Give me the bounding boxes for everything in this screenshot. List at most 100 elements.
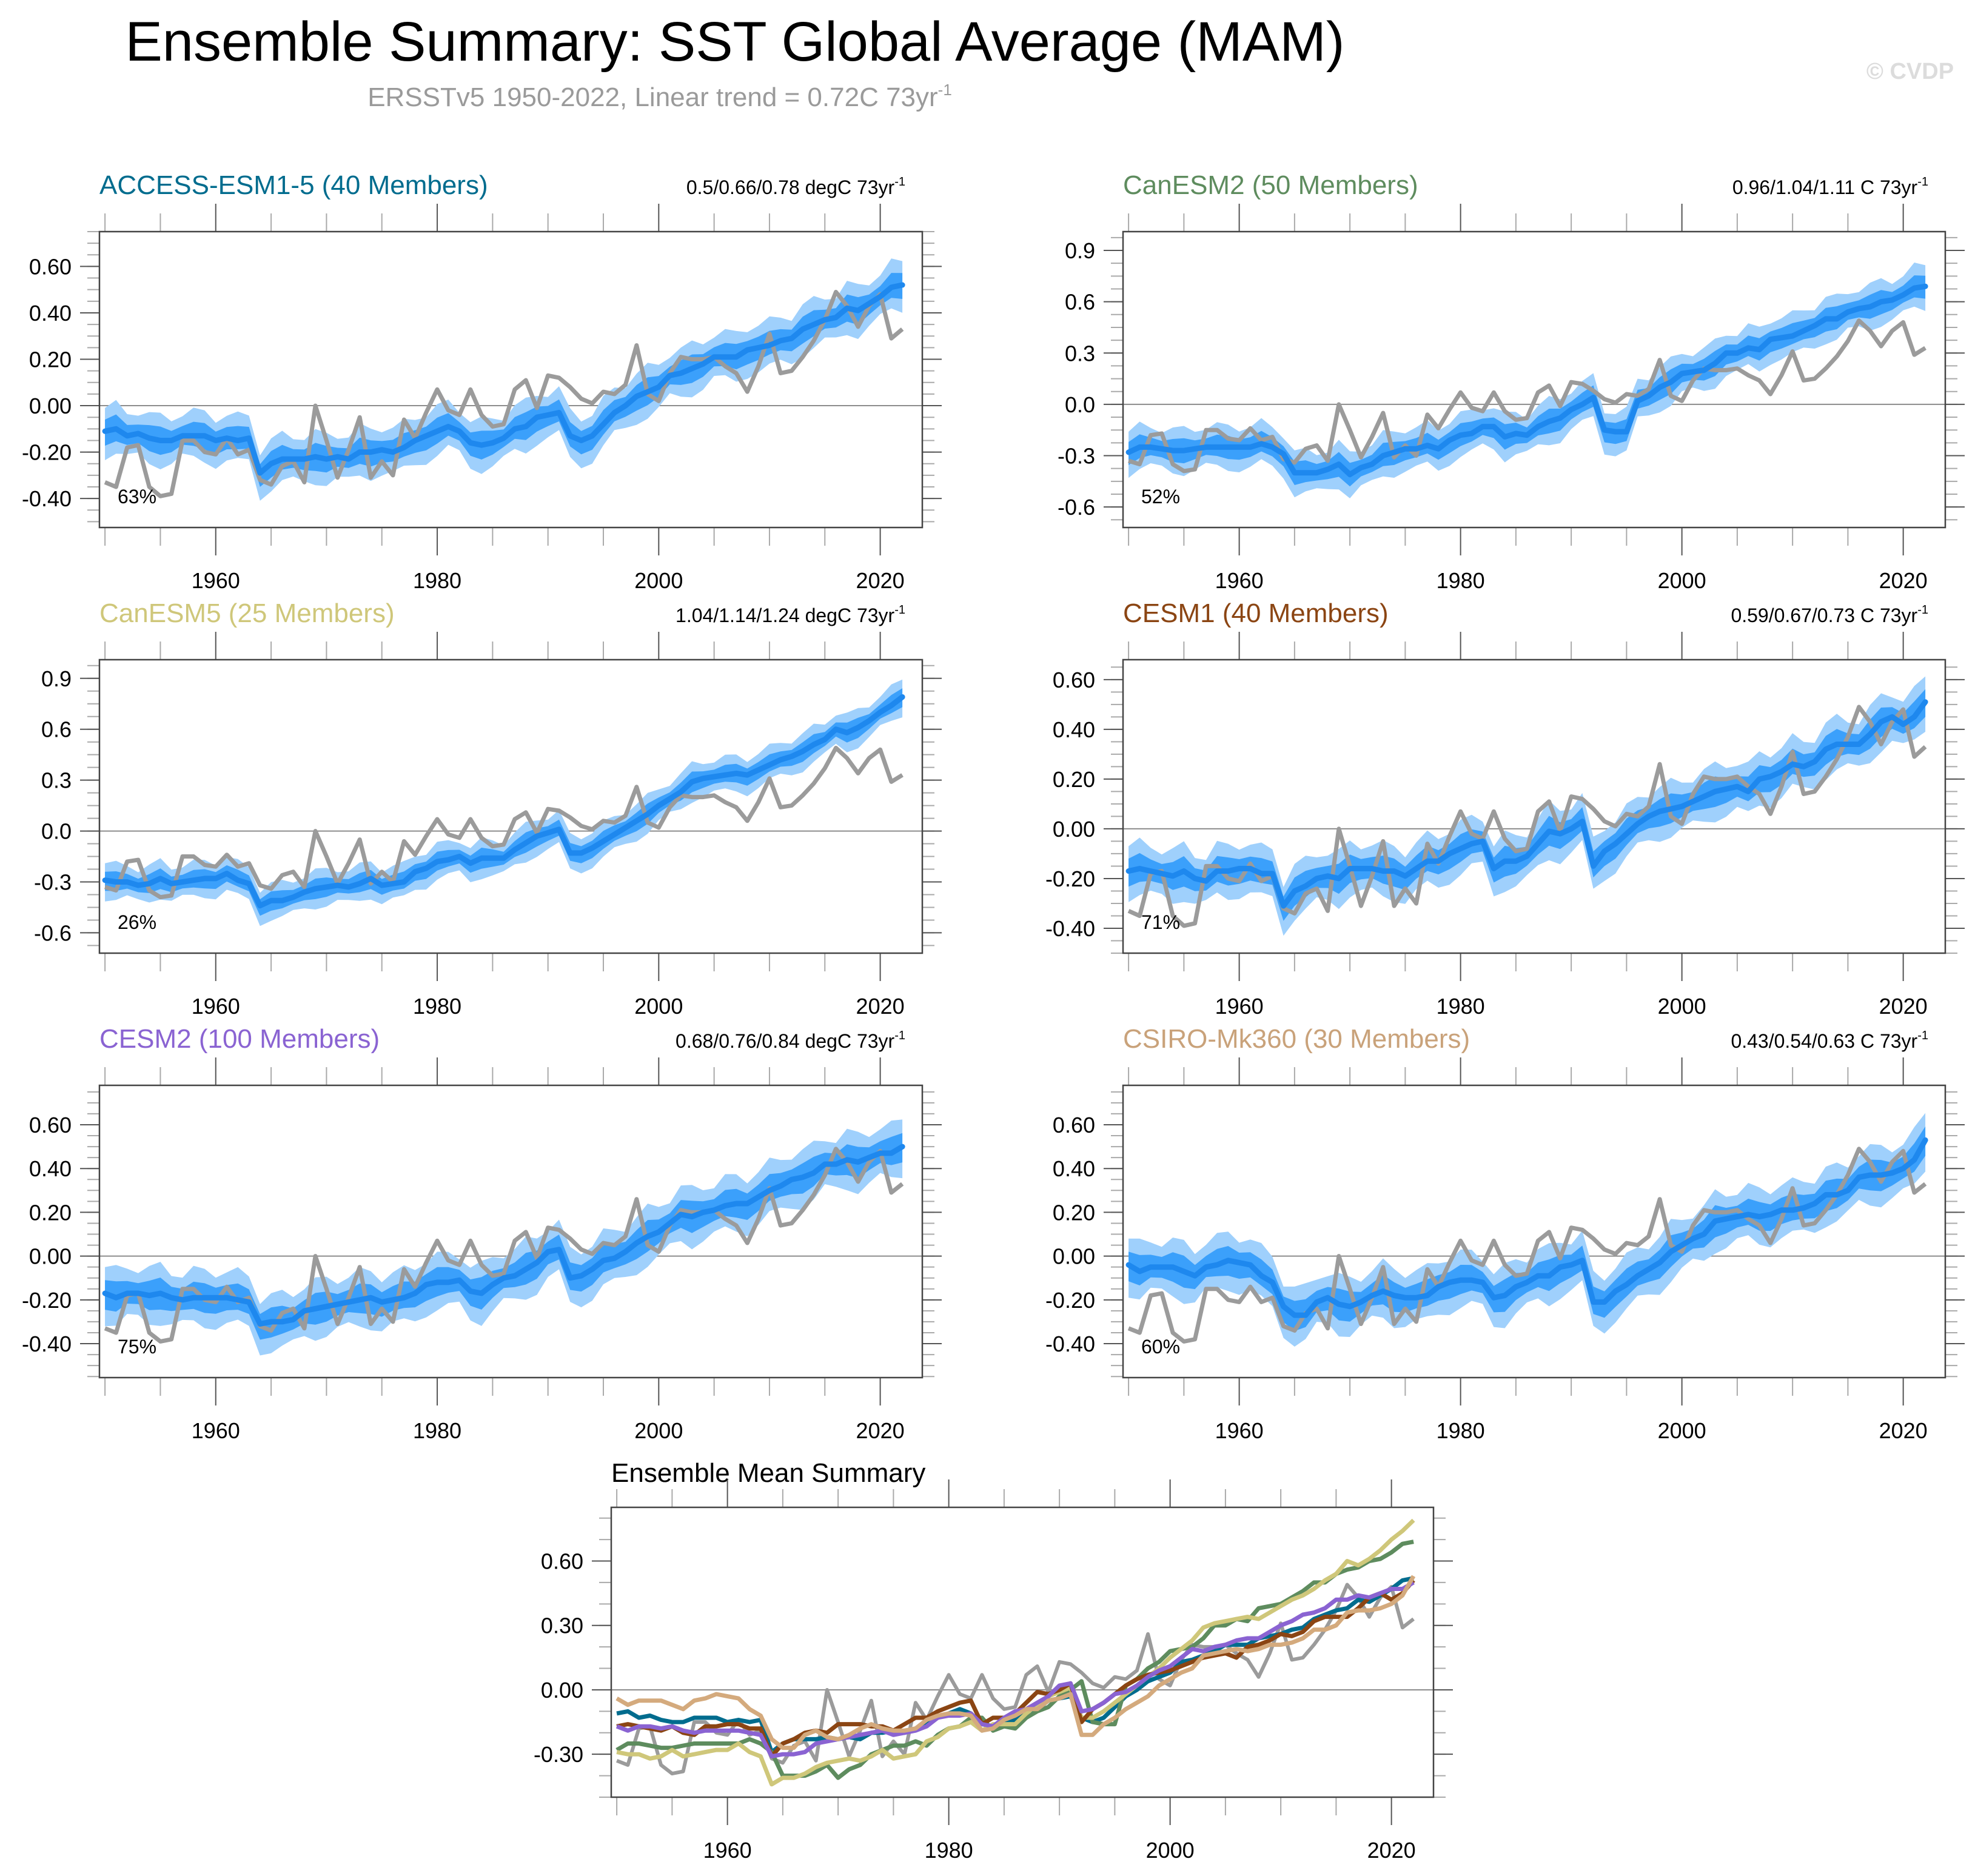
ensemble-mean-line xyxy=(1125,699,1928,909)
outer-spread-band xyxy=(1128,676,1926,936)
xtick-label: 1960 xyxy=(192,1418,240,1443)
trend-text: 0.5/0.66/0.78 degC 73yr xyxy=(686,176,895,198)
ytick-label: 0.00 xyxy=(1053,1244,1095,1269)
ytick-label: 0.20 xyxy=(29,347,72,372)
xtick-label: 2020 xyxy=(1367,1838,1416,1863)
trend-superscript: -1 xyxy=(894,1029,905,1042)
plot-area xyxy=(1123,1113,1945,1347)
xtick-label: 2000 xyxy=(1658,1418,1706,1443)
ytick-label: 0.00 xyxy=(29,394,72,418)
xtick-label: 1980 xyxy=(1437,568,1485,593)
inner-spread-band xyxy=(1128,1126,1926,1332)
xtick-label: 2000 xyxy=(1658,994,1706,1019)
plot-area xyxy=(611,1518,1433,1787)
cvdp-watermark: © CVDP xyxy=(1866,59,1954,84)
panel-title: Ensemble Mean Summary xyxy=(611,1458,925,1488)
ytick-label: 0.60 xyxy=(29,254,72,279)
plot-area xyxy=(1123,676,1945,936)
xtick-label: 1980 xyxy=(413,568,461,593)
xtick-label: 2000 xyxy=(1658,568,1706,593)
plot-frame xyxy=(1122,1084,1946,1379)
observed-line xyxy=(1128,318,1926,474)
ytick-label: -0.20 xyxy=(22,1288,72,1313)
ytick-label: 0.3 xyxy=(41,768,72,793)
trend-label: 0.5/0.66/0.78 degC 73yr-1 xyxy=(686,175,905,198)
observed-line xyxy=(104,746,904,900)
ytick-label: 0.00 xyxy=(1053,817,1095,842)
ytick-label: -0.3 xyxy=(34,869,72,894)
xtick-label: 1980 xyxy=(1437,994,1485,1019)
ytick-label: 0.60 xyxy=(541,1549,583,1574)
ensemble-mean-line xyxy=(102,1144,905,1327)
ytick-label: -0.30 xyxy=(534,1742,583,1767)
ytick-label: 0.20 xyxy=(1053,1200,1095,1225)
xtick-label: 2020 xyxy=(1879,994,1928,1019)
xtick-label: 1980 xyxy=(1437,1418,1485,1443)
trend-label: 0.68/0.76/0.84 degC 73yr-1 xyxy=(676,1029,905,1052)
plot-area xyxy=(99,679,922,926)
ytick-label: 0.00 xyxy=(29,1244,72,1269)
ytick-label: -0.6 xyxy=(34,920,72,945)
ytick-label: 0.6 xyxy=(41,717,72,742)
panel-title: CanESM2 (50 Members) xyxy=(1123,170,1418,200)
panel-title: CESM2 (100 Members) xyxy=(99,1024,380,1054)
ytick-label: 0.40 xyxy=(1053,1156,1095,1181)
ytick-label: 0.30 xyxy=(541,1613,583,1638)
ytick-label: 0.60 xyxy=(1053,668,1095,692)
ytick-label: -0.3 xyxy=(1058,444,1095,469)
panel-canesm2: CanESM2 (50 Members) 0.96/1.04/1.11 C 73y… xyxy=(1058,170,1965,593)
series-line-canesm5 xyxy=(616,1518,1415,1787)
xtick-label: 2020 xyxy=(1879,568,1928,593)
plot-frame xyxy=(98,230,924,529)
percent-label: 52% xyxy=(1141,486,1180,508)
trend-superscript: -1 xyxy=(894,603,905,617)
ytick-label: 0.0 xyxy=(1065,392,1095,417)
xtick-label: 2020 xyxy=(856,568,905,593)
ensemble-mean-line xyxy=(102,694,905,909)
xtick-label: 1960 xyxy=(1215,994,1264,1019)
panel-csiro-mk360: CSIRO-Mk360 (30 Members) 0.43/0.54/0.63 C… xyxy=(1045,1024,1965,1443)
ytick-label: 0.20 xyxy=(1053,767,1095,792)
ytick-label: -0.6 xyxy=(1058,495,1095,520)
plot-frame xyxy=(1122,230,1946,529)
xtick-label: 2020 xyxy=(1879,1418,1928,1443)
trend-superscript: -1 xyxy=(1917,603,1928,617)
xtick-label: 1960 xyxy=(1215,568,1264,593)
trend-label: 0.59/0.67/0.73 C 73yr-1 xyxy=(1731,603,1928,626)
outer-spread-band xyxy=(1128,1113,1926,1347)
ytick-label: -0.20 xyxy=(1045,866,1095,891)
ytick-label: -0.40 xyxy=(1045,916,1095,941)
percent-label: 26% xyxy=(118,911,156,933)
trend-text: 0.43/0.54/0.63 C 73yr xyxy=(1731,1030,1917,1052)
ensemble-mean-line xyxy=(102,282,905,476)
panel-title: CSIRO-Mk360 (30 Members) xyxy=(1123,1024,1470,1054)
ytick-label: -0.40 xyxy=(1045,1332,1095,1356)
ytick-label: -0.20 xyxy=(22,440,72,465)
xtick-label: 1960 xyxy=(1215,1418,1264,1443)
ytick-label: 0.20 xyxy=(29,1200,72,1225)
trend-text: 1.04/1.14/1.24 degC 73yr xyxy=(676,605,895,626)
plot-area xyxy=(99,1119,922,1356)
ytick-label: 0.00 xyxy=(541,1678,583,1703)
outer-spread-band xyxy=(105,679,903,926)
trend-superscript: -1 xyxy=(1917,175,1928,189)
xtick-label: 2000 xyxy=(634,1418,683,1443)
ytick-label: 0.60 xyxy=(29,1113,72,1137)
panel-access-esm1-5: ACCESS-ESM1-5 (40 Members) 0.5/0.66/0.78 … xyxy=(22,170,942,593)
xtick-label: 1980 xyxy=(925,1838,973,1863)
percent-label: 71% xyxy=(1141,911,1180,933)
trend-label: 0.43/0.54/0.63 C 73yr-1 xyxy=(1731,1029,1928,1052)
ytick-label: 0.0 xyxy=(41,819,72,844)
observed-line xyxy=(1127,1147,1927,1344)
outer-spread-band xyxy=(105,1119,903,1356)
ytick-label: 0.40 xyxy=(1053,717,1095,742)
ytick-label: -0.40 xyxy=(22,486,72,511)
plot-frame xyxy=(610,1506,1435,1798)
trend-superscript: -1 xyxy=(1917,1029,1928,1042)
series-line-csiro-mk360 xyxy=(615,1575,1416,1750)
panel-title: CanESM5 (25 Members) xyxy=(99,598,395,628)
xtick-label: 2000 xyxy=(634,994,683,1019)
percent-label: 75% xyxy=(118,1336,156,1358)
ytick-label: -0.40 xyxy=(22,1332,72,1356)
